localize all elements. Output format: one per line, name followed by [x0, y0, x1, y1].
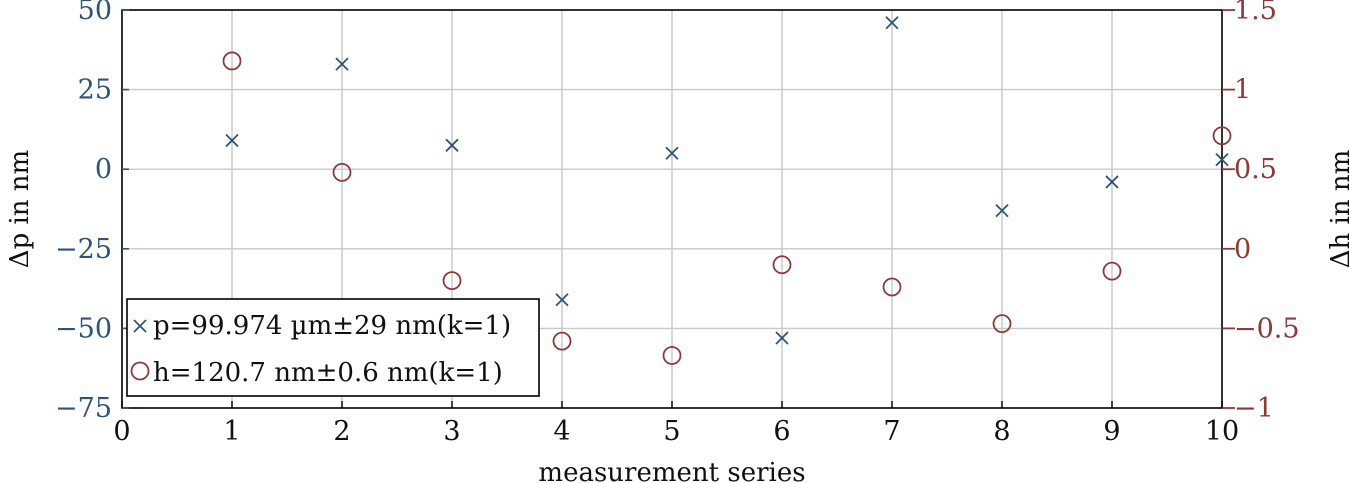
legend-marker-h: [130, 361, 150, 381]
data-point-h: [552, 331, 572, 351]
data-point-p: [995, 203, 1009, 218]
y-right-tick-label: −0.5: [1234, 313, 1300, 344]
x-tick-label: 5: [663, 416, 680, 447]
x-tick-label: 4: [553, 416, 570, 447]
x-axis-label: measurement series: [538, 458, 805, 483]
grid: [122, 10, 1222, 408]
y-left-tick-label: −50: [55, 313, 112, 344]
data-point-p: [885, 16, 899, 30]
legend-label-h: h=120.7 nm±0.6 nm(k=1): [153, 358, 503, 388]
data-point-p: [225, 133, 239, 148]
legend-label-p: p=99.974 µm±29 nm(k=1): [153, 311, 511, 341]
data-point-p: [1105, 175, 1119, 189]
x-tick-label: 8: [993, 416, 1010, 447]
x-tick-label: 6: [773, 416, 790, 447]
x-tick-label: 1: [223, 416, 240, 447]
y-left-tick-label: 25: [78, 75, 112, 106]
data-point-h: [1102, 261, 1122, 281]
y-right-tick-label: 0.5: [1234, 154, 1277, 185]
y-left-tick-label: −25: [55, 234, 112, 265]
series-h-markers: [222, 51, 1232, 365]
y-left-tick-label: −75: [55, 393, 112, 424]
y-axis-left-label: Δp in nm: [5, 150, 35, 268]
data-point-p: [1215, 153, 1229, 167]
data-point-p: [665, 146, 679, 160]
data-point-p: [775, 331, 789, 345]
data-point-h: [442, 271, 462, 291]
x-tick-label: 2: [333, 416, 350, 447]
y-axis-left: 50 25 0 −25 −50 −75: [55, 0, 129, 424]
data-point-h: [332, 162, 352, 182]
x-axis: 0 1 2 3 4 5 6 7 8 9 10: [113, 401, 1239, 447]
y-left-tick-label: 50: [78, 0, 112, 26]
y-right-tick-label: −1: [1234, 393, 1274, 424]
x-tick-label: 7: [883, 416, 900, 447]
data-point-h: [662, 346, 682, 365]
data-point-p: [445, 138, 459, 152]
data-point-p: [555, 293, 569, 307]
series-p-markers: [225, 16, 1229, 345]
y-axis-right: 1.5 1 0.5 0 −0.5 −1: [1222, 0, 1300, 424]
data-point-h: [222, 51, 242, 71]
legend-box: [126, 298, 540, 397]
x-tick-label: 3: [443, 416, 460, 447]
y-right-tick-label: 1: [1234, 75, 1251, 106]
legend-marker-p: [133, 319, 147, 333]
legend-circle-icon: [130, 361, 150, 381]
legend: p=99.974 µm±29 nm(k=1) h=120.7 nm±0.6 nm…: [126, 298, 540, 397]
data-point-p: [335, 57, 349, 71]
data-point-h: [882, 277, 902, 297]
y-right-tick-label: 1.5: [1234, 0, 1277, 26]
y-axis-right-label: Δh in nm: [1326, 150, 1350, 269]
legend-cross-icon: [133, 319, 147, 333]
data-point-h: [1212, 126, 1232, 146]
y-right-tick-label: 0: [1234, 234, 1251, 265]
x-tick-label: 10: [1205, 416, 1239, 447]
y-left-tick-label: 0: [95, 154, 112, 185]
data-point-h: [772, 255, 792, 275]
x-tick-label: 0: [113, 416, 130, 447]
data-point-h: [992, 314, 1012, 334]
x-tick-label: 9: [1103, 416, 1120, 447]
